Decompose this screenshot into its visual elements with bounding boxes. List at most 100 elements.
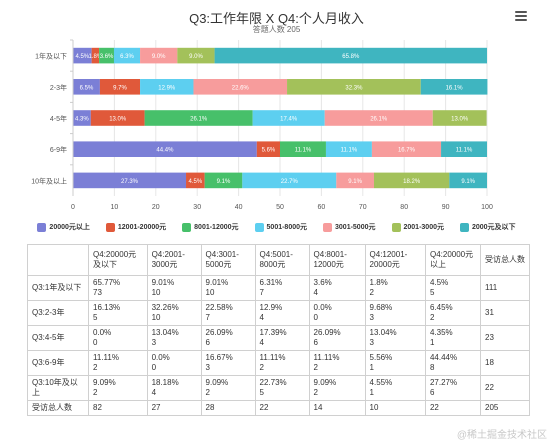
table-header-row: Q4:20000元及以下 Q4:2001-3000元 Q4:3001-5000元 Q4… bbox=[28, 245, 530, 276]
bar-data-label: 4.5% bbox=[188, 179, 202, 185]
legend-swatch bbox=[106, 223, 115, 232]
cell-percent: 9.09% bbox=[93, 378, 143, 388]
cell-count: 1 bbox=[370, 363, 421, 373]
table-footer-cell: 22 bbox=[255, 401, 309, 416]
table-cell: 26.09% 6 bbox=[309, 326, 365, 351]
table-row-label: Q3:6-9年 bbox=[28, 351, 89, 376]
bar-data-label: 6.3% bbox=[120, 54, 134, 60]
bar-data-label: 22.6% bbox=[232, 85, 250, 91]
cell-count: 6 bbox=[430, 388, 476, 398]
cell-percent: 26.09% bbox=[314, 328, 361, 338]
legend-label: 2001-3000元 bbox=[404, 222, 444, 232]
crosstab-table: Q4:20000元及以下 Q4:2001-3000元 Q4:3001-5000元 Q4… bbox=[27, 244, 530, 416]
table-cell: 6.45% 2 bbox=[425, 301, 480, 326]
bar-data-label: 44.4% bbox=[156, 148, 174, 154]
legend-label: 20000元以上 bbox=[49, 222, 89, 232]
bar-data-label: 9.1% bbox=[217, 179, 231, 185]
bar-data-label: 9.1% bbox=[461, 179, 475, 185]
cell-count: 3 bbox=[370, 338, 421, 348]
table-cell: 9.01% 10 bbox=[147, 276, 201, 301]
bar-data-label: 32.3% bbox=[345, 85, 363, 91]
cell-count: 6 bbox=[206, 338, 251, 348]
cell-percent: 1.8% bbox=[370, 278, 421, 288]
cell-percent: 11.11% bbox=[93, 353, 143, 363]
table-column-header: Q4:20000元以上 bbox=[425, 245, 480, 276]
cell-count: 10 bbox=[152, 288, 197, 298]
table-footer-cell: 10 bbox=[365, 401, 425, 416]
table-cell: 1.8% 2 bbox=[365, 276, 425, 301]
table-cell: 26.09% 6 bbox=[201, 326, 255, 351]
x-tick-label: 100 bbox=[481, 204, 493, 211]
table-cell: 17.39% 4 bbox=[255, 326, 309, 351]
bar-data-label: 3.6% bbox=[100, 54, 114, 60]
cell-count: 5 bbox=[93, 313, 143, 323]
table-cell: 4.35% 1 bbox=[425, 326, 480, 351]
legend-label: 2000元及以下 bbox=[472, 222, 516, 232]
table-footer-cell: 27 bbox=[147, 401, 201, 416]
legend-item[interactable]: 2000元及以下 bbox=[460, 222, 516, 232]
bar-data-label: 6.5% bbox=[80, 85, 94, 91]
y-category-label: 6-9年 bbox=[50, 145, 67, 154]
bar-data-label: 11.1% bbox=[341, 148, 358, 154]
bar-data-label: 9.7% bbox=[113, 85, 127, 91]
table-column-header: Q4:8001-12000元 bbox=[309, 245, 365, 276]
legend-item[interactable]: 5001-8000元 bbox=[255, 222, 307, 232]
table-column-header: Q4:2001-3000元 bbox=[147, 245, 201, 276]
table-column-header: 受访总人数 bbox=[481, 245, 530, 276]
cell-percent: 16.13% bbox=[93, 303, 143, 313]
cell-count: 4 bbox=[260, 338, 305, 348]
cell-count: 3 bbox=[152, 338, 197, 348]
table-footer-label: 受访总人数 bbox=[28, 401, 89, 416]
legend-item[interactable]: 12001-20000元 bbox=[106, 222, 166, 232]
table-row: Q3:10年及以上 9.09% 2 18.18% 4 9.09% 2 22.73% 5 9.09%… bbox=[28, 376, 530, 401]
bar-data-label: 16.7% bbox=[398, 148, 416, 154]
cell-percent: 5.56% bbox=[370, 353, 421, 363]
cell-count: 2 bbox=[430, 313, 476, 323]
cell-percent: 9.09% bbox=[314, 378, 361, 388]
table-cell: 22.73% 5 bbox=[255, 376, 309, 401]
watermark: @稀土掘金技术社区 bbox=[457, 426, 547, 441]
cell-percent: 9.68% bbox=[370, 303, 421, 313]
legend-item[interactable]: 8001-12000元 bbox=[182, 222, 238, 232]
table-row-label: Q3:2-3年 bbox=[28, 301, 89, 326]
table-footer-row: 受访总人数 82 27 28 22 14 10 22 205 bbox=[28, 401, 530, 416]
table-cell: 18.18% 4 bbox=[147, 376, 201, 401]
cell-percent: 44.44% bbox=[430, 353, 476, 363]
table-cell: 6.31% 7 bbox=[255, 276, 309, 301]
table-row-total: 18 bbox=[481, 351, 530, 376]
legend-swatch bbox=[460, 223, 469, 232]
cell-percent: 4.5% bbox=[430, 278, 476, 288]
bar-data-label: 13.0% bbox=[451, 117, 469, 123]
cell-percent: 32.26% bbox=[152, 303, 197, 313]
table-cell: 4.5% 5 bbox=[425, 276, 480, 301]
cell-count: 2 bbox=[314, 388, 361, 398]
bar-data-label: 26.1% bbox=[190, 117, 208, 123]
table-cell: 4.55% 1 bbox=[365, 376, 425, 401]
legend-swatch bbox=[37, 223, 46, 232]
legend-item[interactable]: 3001-5000元 bbox=[323, 222, 375, 232]
table-row: Q3:2-3年 16.13% 5 32.26% 10 22.58% 7 12.9% 4 0.0% 0… bbox=[28, 301, 530, 326]
bar-data-label: 22.7% bbox=[281, 179, 299, 185]
table-footer-cell: 22 bbox=[425, 401, 480, 416]
legend-label: 5001-8000元 bbox=[267, 222, 307, 232]
bar-data-label: 27.3% bbox=[121, 179, 139, 185]
legend-item[interactable]: 20000元以上 bbox=[37, 222, 89, 232]
cell-count: 2 bbox=[370, 288, 421, 298]
table-cell: 13.04% 3 bbox=[365, 326, 425, 351]
table-cell: 0.0% 0 bbox=[89, 326, 148, 351]
bar-data-label: 9.0% bbox=[189, 54, 203, 60]
cell-percent: 13.04% bbox=[370, 328, 421, 338]
table-column-header: Q4:20000元及以下 bbox=[89, 245, 148, 276]
legend-label: 12001-20000元 bbox=[118, 222, 166, 232]
cell-count: 0 bbox=[93, 338, 143, 348]
table-cell: 9.09% 2 bbox=[201, 376, 255, 401]
legend-item[interactable]: 2001-3000元 bbox=[392, 222, 444, 232]
x-tick-label: 0 bbox=[71, 204, 75, 211]
x-tick-label: 40 bbox=[235, 204, 243, 211]
cell-percent: 11.11% bbox=[260, 353, 305, 363]
cell-count: 4 bbox=[152, 388, 197, 398]
x-tick-label: 30 bbox=[193, 204, 201, 211]
x-tick-label: 60 bbox=[318, 204, 326, 211]
cell-percent: 13.04% bbox=[152, 328, 197, 338]
x-tick-label: 90 bbox=[442, 204, 450, 211]
